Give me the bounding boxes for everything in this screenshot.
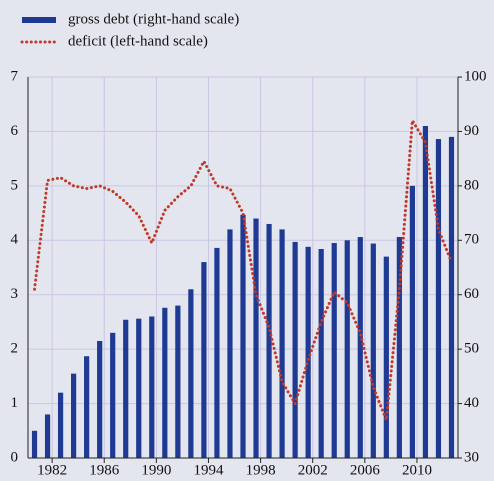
x-tick-label: 1986	[89, 462, 120, 478]
bar	[31, 430, 38, 458]
y-tick-label: 1	[11, 395, 19, 411]
bar	[84, 356, 90, 458]
y-tick-label: 5	[11, 177, 19, 193]
y2-tick-label: 40	[464, 395, 479, 411]
bar	[97, 340, 103, 458]
x-tick-label: 1998	[246, 462, 276, 478]
bar	[357, 237, 363, 458]
bar	[44, 414, 51, 458]
bar	[71, 373, 77, 458]
x-tick-label: 1982	[37, 462, 67, 478]
bar	[162, 307, 168, 458]
bar	[435, 139, 442, 458]
bar	[136, 318, 142, 458]
bar	[266, 223, 272, 458]
bar	[57, 392, 64, 458]
x-tick-label: 1990	[141, 462, 171, 478]
y-tick-label: 2	[11, 341, 19, 357]
bar	[318, 248, 324, 458]
deficit-line	[33, 119, 453, 422]
x-tick-label: 2002	[298, 462, 328, 478]
bar	[253, 218, 259, 458]
x-tick-label: 2010	[402, 462, 432, 478]
bar	[110, 332, 116, 458]
bar	[396, 237, 402, 458]
y-tick-label: 0	[11, 449, 19, 465]
legend-label: deficit (left-hand scale)	[68, 33, 208, 49]
bar	[383, 256, 389, 458]
legend-swatch	[22, 17, 56, 23]
bar	[123, 319, 129, 458]
x-tick-label: 1994	[193, 462, 224, 478]
y-tick-label: 7	[11, 68, 19, 84]
bar	[279, 229, 285, 458]
y-tick-label: 4	[11, 232, 19, 248]
bar	[149, 316, 155, 458]
bar	[409, 185, 415, 458]
bar	[292, 241, 298, 458]
y2-tick-label: 90	[464, 123, 479, 139]
bar	[305, 246, 311, 458]
y2-tick-label: 100	[464, 68, 487, 84]
y2-tick-label: 60	[464, 286, 479, 302]
bar	[448, 136, 455, 458]
bar	[422, 125, 429, 458]
bar	[227, 229, 233, 458]
y-tick-label: 6	[11, 123, 19, 139]
bar	[188, 289, 194, 458]
y2-tick-label: 30	[464, 449, 479, 465]
x-tick-label: 2006	[350, 462, 381, 478]
y-tick-label: 3	[11, 286, 19, 302]
legend-label: gross debt (right-hand scale)	[68, 11, 239, 27]
y2-tick-label: 50	[464, 341, 479, 357]
bar	[331, 243, 337, 458]
y2-tick-label: 70	[464, 232, 479, 248]
bar	[370, 243, 376, 458]
bar	[240, 214, 246, 458]
y2-tick-label: 80	[464, 177, 479, 193]
bar	[344, 240, 350, 458]
bar	[214, 247, 220, 458]
bar	[201, 262, 207, 458]
bar	[175, 305, 181, 458]
